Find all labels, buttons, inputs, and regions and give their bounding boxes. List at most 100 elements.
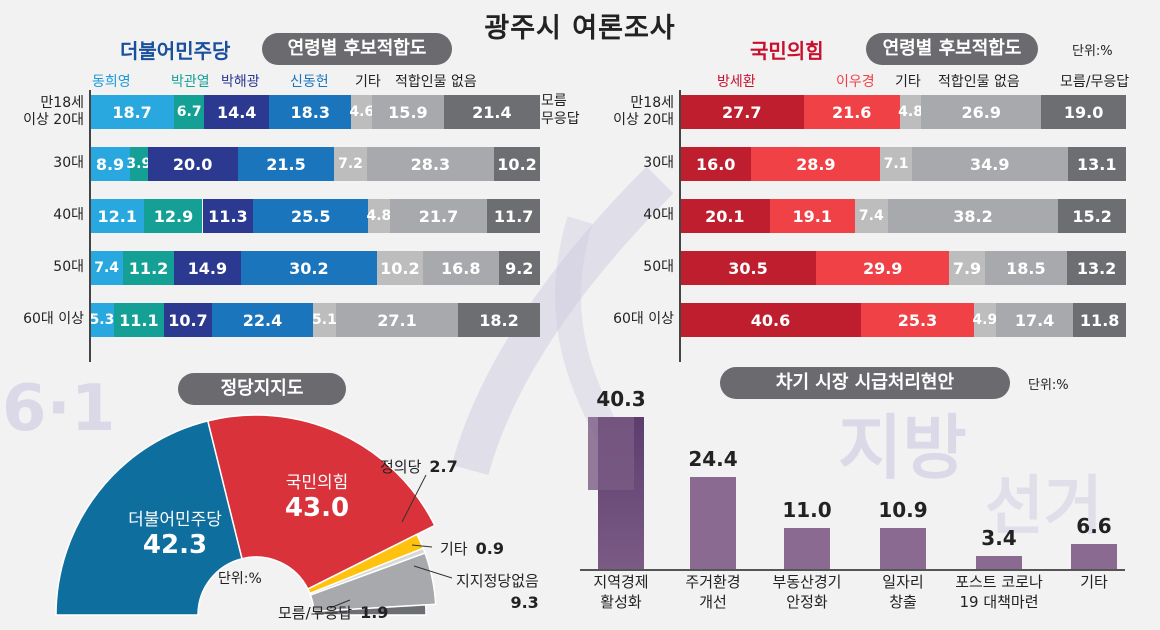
bar-segment: 20.1 <box>680 199 770 233</box>
issue-value: 11.0 <box>782 497 832 522</box>
slice-name: 정의당 <box>380 458 422 476</box>
bar-segment: 19.1 <box>769 199 855 233</box>
row-label: 40대 <box>643 207 674 223</box>
bar-segment: 7.4 <box>854 199 888 233</box>
candidate-label: 동희영 <box>92 74 131 90</box>
page-title: 광주시 여론조사 <box>484 13 676 44</box>
bar-segment: 28.3 <box>366 147 495 181</box>
bar-segment: 11.7 <box>487 199 540 233</box>
issue-bar <box>1071 544 1117 569</box>
row-label: 만18세 이상 20대 <box>23 95 84 128</box>
slice-callout: 모름/무응답 1.9 <box>278 602 388 623</box>
watermark-date: 6·1 <box>2 372 116 446</box>
candidate-label: 박관열 <box>171 74 210 90</box>
bar-segment: 15.2 <box>1058 199 1126 233</box>
row-label: 50대 <box>643 259 674 275</box>
slice-value: 42.3 <box>142 530 208 560</box>
bar-segment: 8.9 <box>90 147 131 181</box>
issue-label: 지역경제 활성화 <box>593 573 649 611</box>
bar-segment: 13.1 <box>1067 147 1126 181</box>
candidate-label: 기타 <box>895 74 921 90</box>
left-subtitle: 연령별 후보적합도 <box>262 33 452 65</box>
bar-segment: 21.4 <box>443 95 540 129</box>
bar-segment: 40.6 <box>680 303 862 337</box>
candidate-label: 적합인물 없음 <box>395 74 477 90</box>
issues-subtitle: 차기 시장 시급처리현안 <box>720 367 1010 399</box>
slice-value: 9.3 <box>510 593 539 612</box>
leader-line <box>413 565 453 579</box>
bar-segment: 22.4 <box>212 303 313 337</box>
slice-label-ppp: 국민의힘 43.0 <box>252 468 382 523</box>
row-label: 40대 <box>53 207 84 223</box>
issue-bar <box>880 527 926 569</box>
candidate-label: 모름/무응답 <box>1060 74 1130 90</box>
issue-value: 6.6 <box>1076 514 1112 539</box>
slice-value: 2.7 <box>429 457 458 476</box>
bar-segment: 5.3 <box>90 303 114 337</box>
bar-segment: 20.0 <box>147 147 238 181</box>
issues-baseline <box>580 569 1125 571</box>
bar-segment: 11.1 <box>113 303 164 337</box>
bar-segment: 12.1 <box>90 199 145 233</box>
candidate-label: 방세환 <box>717 74 756 90</box>
bar-segment: 19.0 <box>1041 95 1126 129</box>
bar-segment: 6.7 <box>174 95 205 129</box>
bar-segment: 10.2 <box>494 147 540 181</box>
issue-label: 주거환경 개선 <box>685 573 741 611</box>
row-label: 30대 <box>643 155 674 171</box>
slice-callout: 지지정당없음 9.3 <box>456 570 539 612</box>
leader-line <box>329 599 351 609</box>
bar-segment: 18.5 <box>984 251 1068 285</box>
bar-segment: 21.6 <box>803 95 900 129</box>
bar-segment: 27.1 <box>335 303 458 337</box>
bar-segment: 34.9 <box>911 147 1068 181</box>
slice-value: 43.0 <box>284 493 350 523</box>
bar-segment: 25.3 <box>861 303 974 337</box>
bar-segment: 17.4 <box>995 303 1074 337</box>
bar-segment: 11.2 <box>123 251 174 285</box>
bar-segment: 10.7 <box>163 303 213 337</box>
issue-label: 부동산경기 안정화 <box>772 573 842 611</box>
bar-segment: 38.2 <box>887 199 1059 233</box>
party-support-unit: 단위:% <box>218 571 262 587</box>
bar-segment: 7.4 <box>90 251 124 285</box>
leader-line <box>401 474 427 523</box>
leader-line <box>411 544 433 548</box>
bar-segment: 7.1 <box>880 147 912 181</box>
issue-value: 10.9 <box>878 497 928 522</box>
slice-name: 국민의힘 <box>285 473 349 493</box>
issue-bar <box>690 476 736 569</box>
candidate-label: 기타 <box>355 74 381 90</box>
slice-name: 더불어민주당 <box>128 510 222 530</box>
bar-segment: 3.9 <box>126 147 151 181</box>
donut-slice <box>313 604 427 616</box>
bar-segment: 28.9 <box>751 147 881 181</box>
right-party-name: 국민의힘 <box>750 39 824 63</box>
bar-segment: 7.9 <box>949 251 985 285</box>
slice-value: 0.9 <box>475 539 504 558</box>
right-subtitle: 연령별 후보적합도 <box>866 33 1038 65</box>
bar-segment: 14.4 <box>204 95 270 129</box>
bar-segment: 16.0 <box>680 147 752 181</box>
row-label: 50대 <box>53 259 84 275</box>
bar-segment: 18.7 <box>90 95 175 129</box>
candidate-label: 적합인물 없음 <box>938 74 1020 90</box>
slice-label-minjoo: 더불어민주당 42.3 <box>90 505 260 560</box>
candidate-label: 이우경 <box>836 74 875 90</box>
candidate-label: 신동헌 <box>290 74 329 90</box>
party-support-subtitle: 정당지지도 <box>178 373 346 405</box>
right-unit: 단위:% <box>1072 44 1113 59</box>
donut-slice <box>55 419 243 616</box>
bar-segment: 21.5 <box>237 147 335 181</box>
issues-unit: 단위:% <box>1028 378 1069 393</box>
watermark-election: 선거 <box>985 470 1103 544</box>
issue-value: 40.3 <box>596 387 646 411</box>
slice-callout: 기타 0.9 <box>440 538 504 559</box>
donut-slice <box>206 414 436 591</box>
slice-name: 지지정당없음 <box>456 572 539 590</box>
bar-segment: 7.2 <box>334 147 367 181</box>
slice-value: 1.9 <box>360 603 389 622</box>
row-label: 30대 <box>53 155 84 171</box>
left-party-name: 더불어민주당 <box>120 39 231 63</box>
